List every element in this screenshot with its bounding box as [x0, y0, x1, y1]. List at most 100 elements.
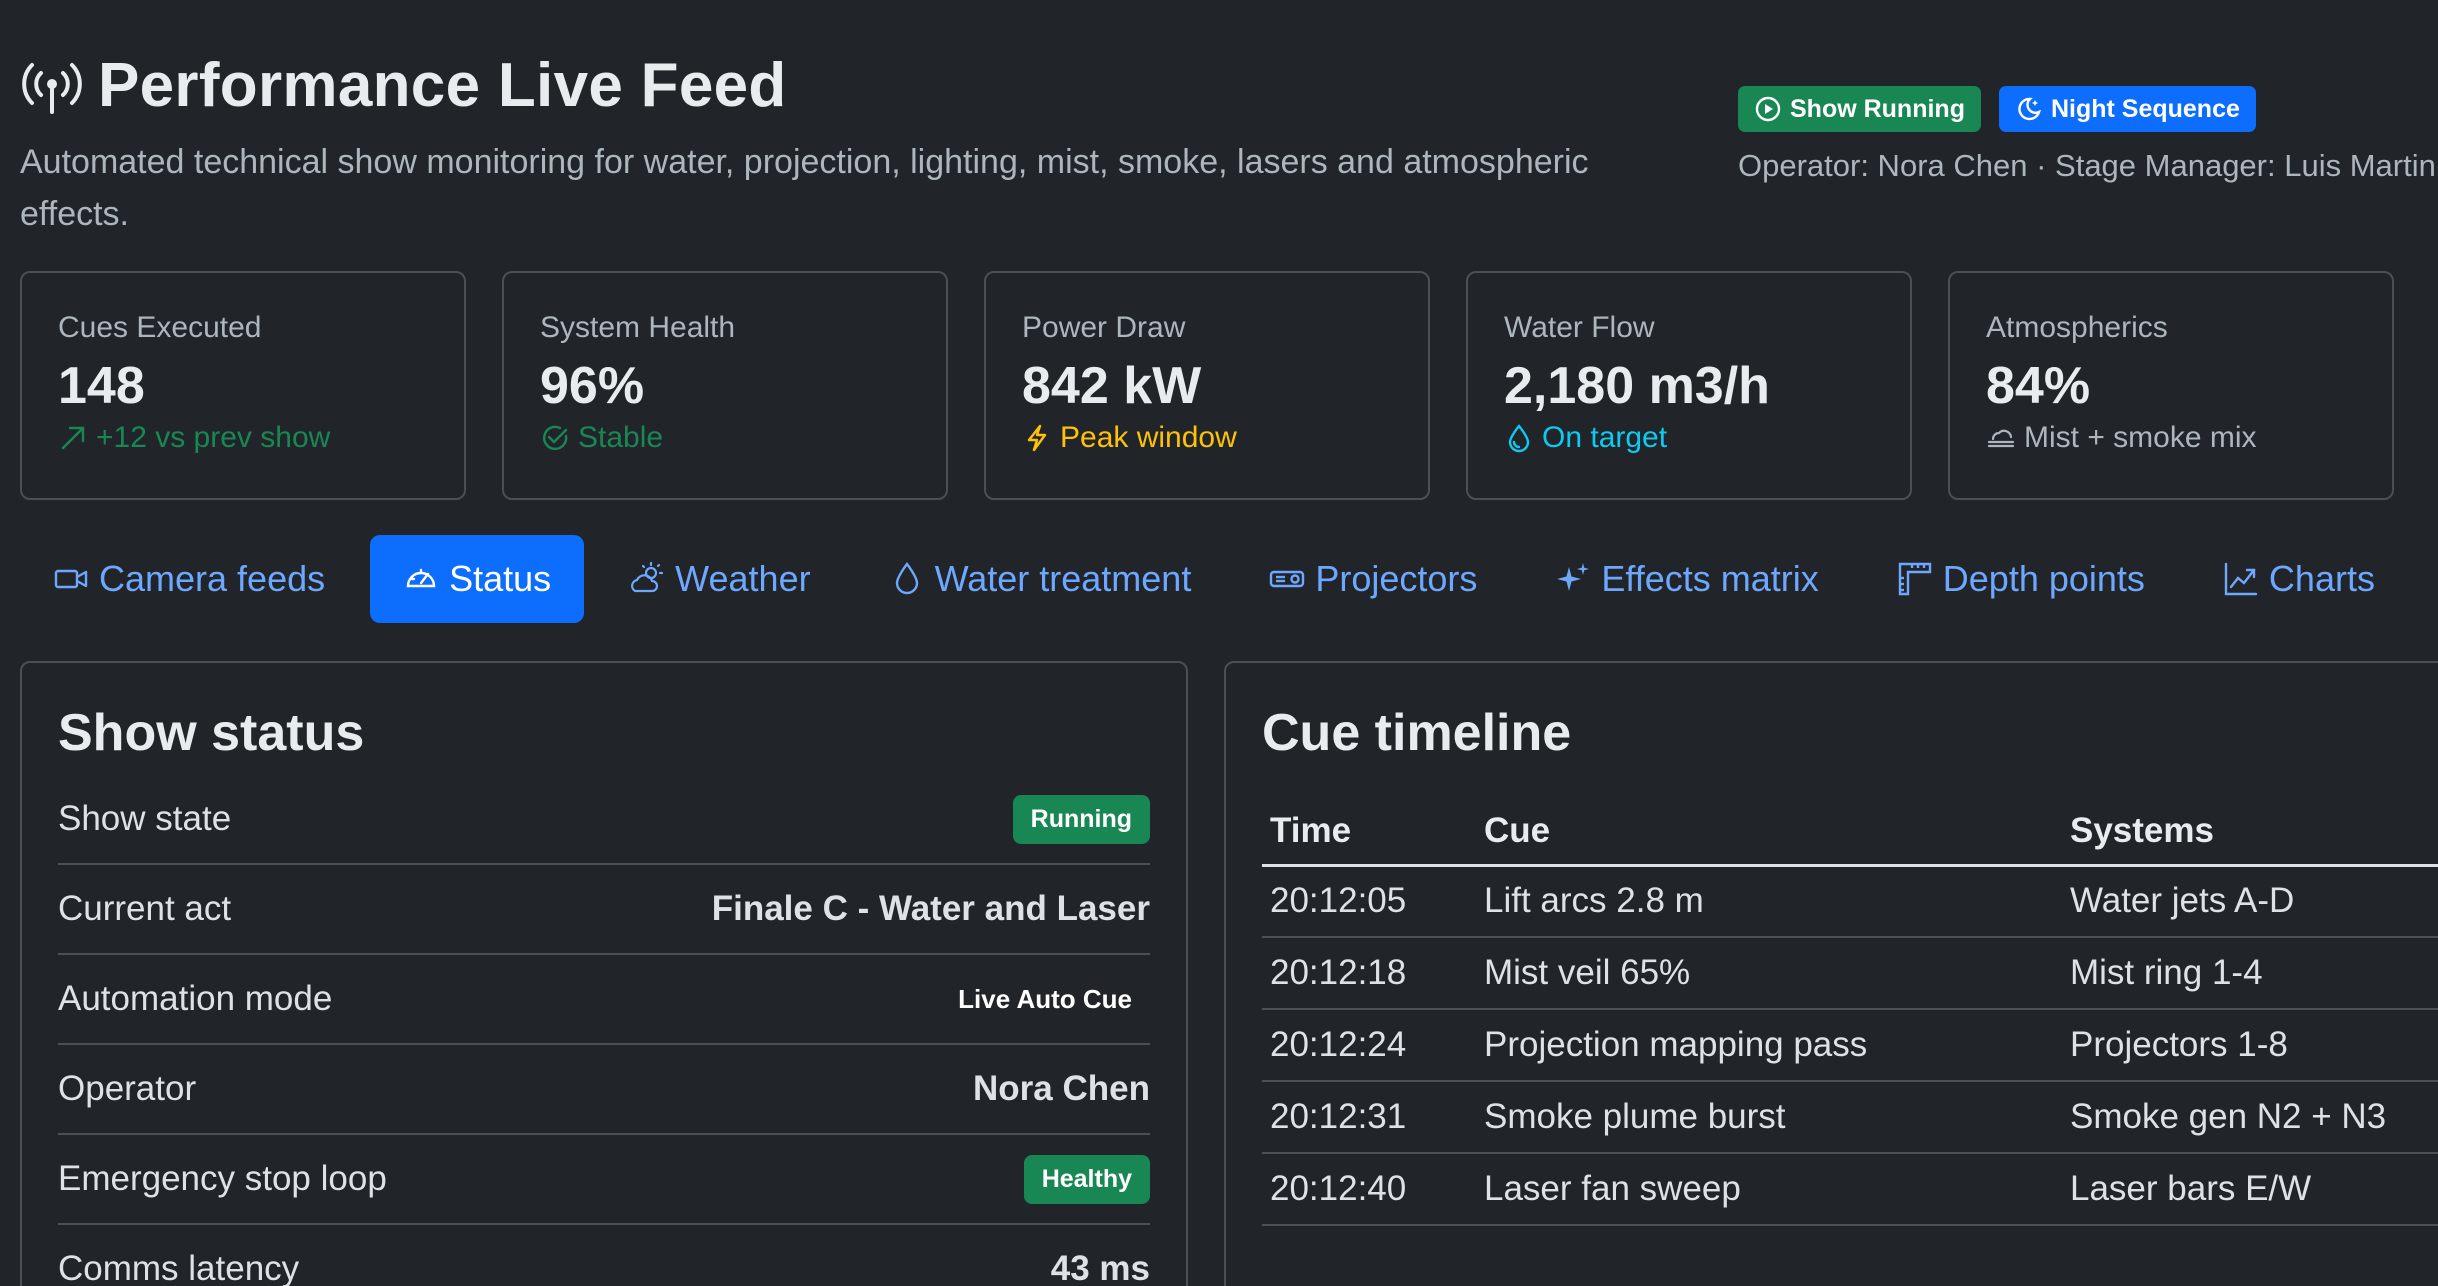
stat-note-text: Peak window: [1060, 421, 1237, 454]
stat-label: Cues Executed: [58, 311, 262, 344]
stat-value: 84%: [1986, 357, 2091, 415]
status-value: Live Auto Cue: [958, 983, 1132, 1014]
cue-time: 20:12:05: [1262, 865, 1476, 938]
column-header: Systems: [2062, 799, 2438, 867]
tab-bar: Camera feeds Status Weather Water treatm…: [20, 535, 2408, 623]
cue-table: Time Cue Systems 20:12:05 Lift arcs 2.8 …: [1262, 799, 2438, 1226]
stat-value: 2,180 m3/h: [1504, 357, 1770, 415]
broadcast-icon: [20, 54, 84, 118]
stat-value: 842 kW: [1022, 357, 1202, 415]
cue-timeline-panel: Cue timeline Time Cue Systems 20:12:05 L…: [1224, 661, 2438, 1286]
status-row-current-act: Current act Finale C - Water and Laser: [58, 865, 1150, 955]
panel-title: Show status: [58, 704, 365, 762]
panel-title: Cue timeline: [1262, 704, 1572, 762]
operator-line: Operator: Nora Chen · Stage Manager: Lui…: [1738, 148, 2438, 183]
tab-charts[interactable]: Charts: [2190, 535, 2408, 623]
tab-label: Status: [449, 558, 552, 599]
stat-label: Water Flow: [1504, 311, 1655, 344]
night-sequence-badge: Night Sequence: [1998, 86, 2256, 132]
arrow-up-right-icon: [61, 426, 85, 450]
rulers-icon: [1898, 562, 1931, 596]
status-label: Operator: [58, 1069, 197, 1108]
cue-time: 20:12:24: [1262, 1009, 1476, 1082]
graph-up-icon: [2224, 562, 2258, 596]
status-badge: Running: [1012, 794, 1150, 844]
page-title: Performance Live Feed: [98, 51, 787, 120]
cue-name: Smoke plume burst: [1476, 1081, 2062, 1154]
tab-status[interactable]: Status: [370, 535, 585, 623]
tab-water-treatment[interactable]: Water treatment: [856, 535, 1225, 623]
stat-card-power-draw: Power Draw 842 kW Peak window: [984, 271, 1430, 500]
tab-label: Effects matrix: [1601, 558, 1819, 599]
status-label: Show state: [58, 799, 232, 838]
stat-card-cues-executed: Cues Executed 148 +12 vs prev show: [20, 271, 466, 500]
tab-weather[interactable]: Weather: [596, 535, 843, 623]
stat-note: On target: [1504, 421, 1874, 455]
status-value: Finale C - Water and Laser: [711, 889, 1150, 928]
cue-systems: Water jets A-D: [2062, 865, 2438, 938]
cloud-haze-icon: [1987, 429, 2015, 448]
status-row-emergency-stop: Emergency stop loop Healthy: [58, 1135, 1150, 1225]
status-badge: Healthy: [1023, 1154, 1150, 1204]
play-circle-icon: [1755, 96, 1781, 122]
status-row-automation-mode: Automation mode Live Auto Cue: [58, 955, 1150, 1045]
title-row: Performance Live Feed: [20, 48, 1670, 124]
stat-value: 96%: [540, 357, 645, 415]
column-header: Cue: [1476, 799, 2062, 867]
night-sequence-label: Night Sequence: [2050, 94, 2240, 123]
status-label: Emergency stop loop: [58, 1159, 387, 1198]
stat-card-atmospherics: Atmospherics 84% Mist + smoke mix: [1948, 271, 2394, 500]
stat-note: Stable: [540, 421, 910, 455]
header-status: Show Running Night Sequence Operator: No…: [1738, 86, 2438, 184]
tab-label: Water treatment: [934, 558, 1192, 599]
status-value: 43 ms: [1050, 1249, 1150, 1286]
tab-label: Camera feeds: [99, 558, 326, 599]
camera-video-icon: [54, 569, 88, 589]
cue-systems: Mist ring 1-4: [2062, 937, 2438, 1010]
check-circle-icon: [543, 425, 568, 451]
status-row-operator: Operator Nora Chen: [58, 1045, 1150, 1135]
status-row-comms-latency: Comms latency 43 ms: [58, 1225, 1150, 1286]
show-running-badge: Show Running: [1738, 86, 1981, 132]
cue-name: Lift arcs 2.8 m: [1476, 865, 2062, 938]
stat-note-text: +12 vs prev show: [96, 421, 331, 454]
tab-label: Weather: [675, 558, 811, 599]
table-row: 20:12:24 Projection mapping pass Project…: [1262, 1009, 2438, 1082]
status-label: Comms latency: [58, 1249, 300, 1286]
stat-note-text: Mist + smoke mix: [2024, 421, 2257, 454]
status-row-show-state: Show state Running: [58, 775, 1150, 865]
table-row: 20:12:31 Smoke plume burst Smoke gen N2 …: [1262, 1081, 2438, 1154]
stat-value: 148: [58, 357, 145, 415]
stat-label: Power Draw: [1022, 311, 1186, 344]
lightning-icon: [1027, 424, 1047, 452]
status-list: Show state Running Current act Finale C …: [58, 775, 1150, 1286]
show-status-panel: Show status Show state Running Current a…: [20, 661, 1188, 1286]
droplet-icon: [895, 562, 918, 595]
stat-note: Mist + smoke mix: [1986, 421, 2356, 455]
cue-name: Mist veil 65%: [1476, 937, 2062, 1010]
cue-time: 20:12:40: [1262, 1153, 1476, 1226]
tab-camera-feeds[interactable]: Camera feeds: [20, 535, 358, 623]
table-row: 20:12:40 Laser fan sweep Laser bars E/W: [1262, 1153, 2438, 1226]
cue-time: 20:12:31: [1262, 1081, 1476, 1154]
stat-note: Peak window: [1022, 421, 1392, 455]
stat-label: Atmospherics: [1986, 311, 2168, 344]
cue-systems: Smoke gen N2 + N3: [2062, 1081, 2438, 1154]
tab-projectors[interactable]: Projectors: [1236, 535, 1510, 623]
tab-depth-points[interactable]: Depth points: [1864, 535, 2178, 623]
cue-systems: Projectors 1-8: [2062, 1009, 2438, 1082]
status-value: Nora Chen: [973, 1069, 1150, 1108]
projector-icon: [1270, 570, 1305, 588]
tab-effects-matrix[interactable]: Effects matrix: [1522, 535, 1851, 623]
cue-name: Projection mapping pass: [1476, 1009, 2062, 1082]
table-header-row: Time Cue Systems: [1262, 799, 2438, 867]
cue-systems: Laser bars E/W: [2062, 1153, 2438, 1226]
speedometer-icon: [406, 568, 436, 588]
stars-icon: [1557, 563, 1590, 591]
status-badges: Show Running Night Sequence: [1738, 86, 2438, 132]
stat-card-system-health: System Health 96% Stable: [502, 271, 948, 500]
cue-name: Laser fan sweep: [1476, 1153, 2062, 1226]
stat-cards: Cues Executed 148 +12 vs prev show Syste…: [20, 271, 2394, 500]
stat-note-text: On target: [1542, 421, 1668, 454]
